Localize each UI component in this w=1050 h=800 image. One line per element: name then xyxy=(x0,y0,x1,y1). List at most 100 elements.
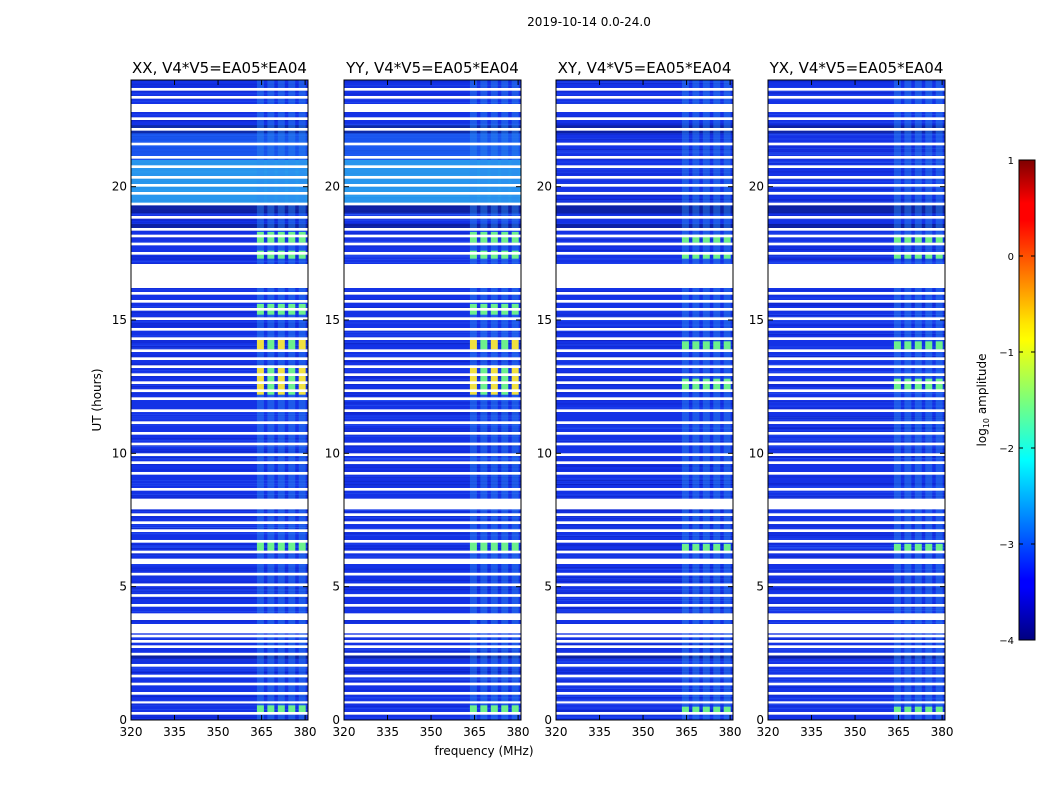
noise-row xyxy=(556,704,733,705)
noise-row xyxy=(344,399,521,401)
noise-row xyxy=(556,612,733,614)
rfi-block xyxy=(267,365,275,376)
noise-row xyxy=(131,620,308,622)
noise-row xyxy=(344,445,521,447)
noise-row xyxy=(768,648,945,650)
noise-row xyxy=(556,93,733,95)
noise-row xyxy=(131,326,308,328)
dark-strip xyxy=(556,653,733,659)
flagged-row xyxy=(131,488,308,491)
noise-row xyxy=(556,699,733,701)
noise-row xyxy=(556,544,733,546)
noise-row xyxy=(131,527,308,528)
noise-row xyxy=(768,218,945,220)
rfi-block xyxy=(723,706,731,714)
noise-row xyxy=(556,360,733,362)
noise-row xyxy=(131,469,308,471)
noise-row xyxy=(131,677,308,679)
x-tick-label: 320 xyxy=(757,725,780,739)
noise-row xyxy=(131,660,308,661)
noise-row xyxy=(344,650,521,652)
noise-row xyxy=(768,294,945,296)
flagged-row xyxy=(131,583,308,587)
noise-row xyxy=(131,554,308,556)
flagged-row xyxy=(768,664,945,667)
noise-row xyxy=(768,356,945,358)
noise-row xyxy=(344,434,521,436)
flagged-row xyxy=(131,652,308,656)
flagged-row xyxy=(131,645,308,648)
noise-row xyxy=(344,412,521,413)
rfi-block xyxy=(692,706,700,714)
noise-row xyxy=(768,525,945,527)
panel-frame xyxy=(555,79,734,721)
noise-row xyxy=(344,214,521,215)
noise-row xyxy=(556,195,733,197)
noise-row xyxy=(556,428,733,430)
noise-row xyxy=(131,553,308,555)
noise-row xyxy=(344,240,521,242)
flagged-row xyxy=(556,540,733,543)
flagged-row xyxy=(556,234,733,238)
noise-row xyxy=(131,85,308,87)
noise-row xyxy=(556,458,733,460)
noise-row xyxy=(131,449,308,451)
noise-row xyxy=(131,324,308,326)
dark-strip xyxy=(131,205,308,214)
noise-row xyxy=(768,416,945,418)
x-tick-label: 380 xyxy=(719,725,742,739)
noise-row xyxy=(768,152,945,154)
noise-row xyxy=(344,652,521,654)
rfi-block xyxy=(904,341,912,350)
rfi-block xyxy=(490,338,498,350)
noise-row xyxy=(344,413,521,415)
noise-row xyxy=(556,480,733,481)
noise-row xyxy=(768,114,945,115)
noise-row xyxy=(768,582,945,584)
dark-strip xyxy=(768,653,945,659)
colorbar-ticks: 1 0 −1 −2 −3 −4 xyxy=(999,156,1035,647)
noise-row xyxy=(768,483,945,485)
noise-row xyxy=(344,555,521,557)
flagged-row xyxy=(131,389,308,392)
noise-row xyxy=(556,716,733,718)
noise-row xyxy=(768,534,945,536)
noise-row xyxy=(131,306,308,308)
flagged-row xyxy=(556,365,733,368)
flagged-row xyxy=(131,634,308,638)
flagged-row xyxy=(131,397,308,400)
flagged-row xyxy=(556,128,733,131)
rfi-block xyxy=(702,234,710,243)
figure-title: 2019-10-14 0.0-24.0 xyxy=(527,15,651,29)
flagged-row xyxy=(768,397,945,400)
noise-row xyxy=(131,682,308,684)
flagged-row xyxy=(344,317,521,320)
noise-row xyxy=(556,600,733,601)
noise-row xyxy=(344,556,521,558)
noise-row xyxy=(344,355,521,357)
noise-row xyxy=(556,469,733,471)
noise-row xyxy=(131,533,308,535)
noise-row xyxy=(556,555,733,557)
noise-row xyxy=(344,670,521,672)
noise-row xyxy=(556,310,733,312)
flagged-row xyxy=(768,349,945,352)
noise-row xyxy=(768,458,945,459)
noise-row xyxy=(556,684,733,686)
noise-row xyxy=(131,230,308,232)
noise-row xyxy=(556,183,733,185)
noise-row xyxy=(768,261,945,263)
noise-row xyxy=(768,262,945,264)
noise-row xyxy=(556,425,733,427)
flagged-row xyxy=(344,472,521,475)
noise-row xyxy=(556,643,733,645)
flagged-row xyxy=(556,664,733,667)
flagged-row xyxy=(131,613,308,620)
noise-row xyxy=(556,681,733,683)
noise-row xyxy=(344,124,521,126)
noise-row xyxy=(131,668,308,669)
noise-row xyxy=(556,262,733,264)
flagged-row xyxy=(131,142,308,146)
rfi-block xyxy=(298,541,306,552)
noise-row xyxy=(556,158,733,160)
